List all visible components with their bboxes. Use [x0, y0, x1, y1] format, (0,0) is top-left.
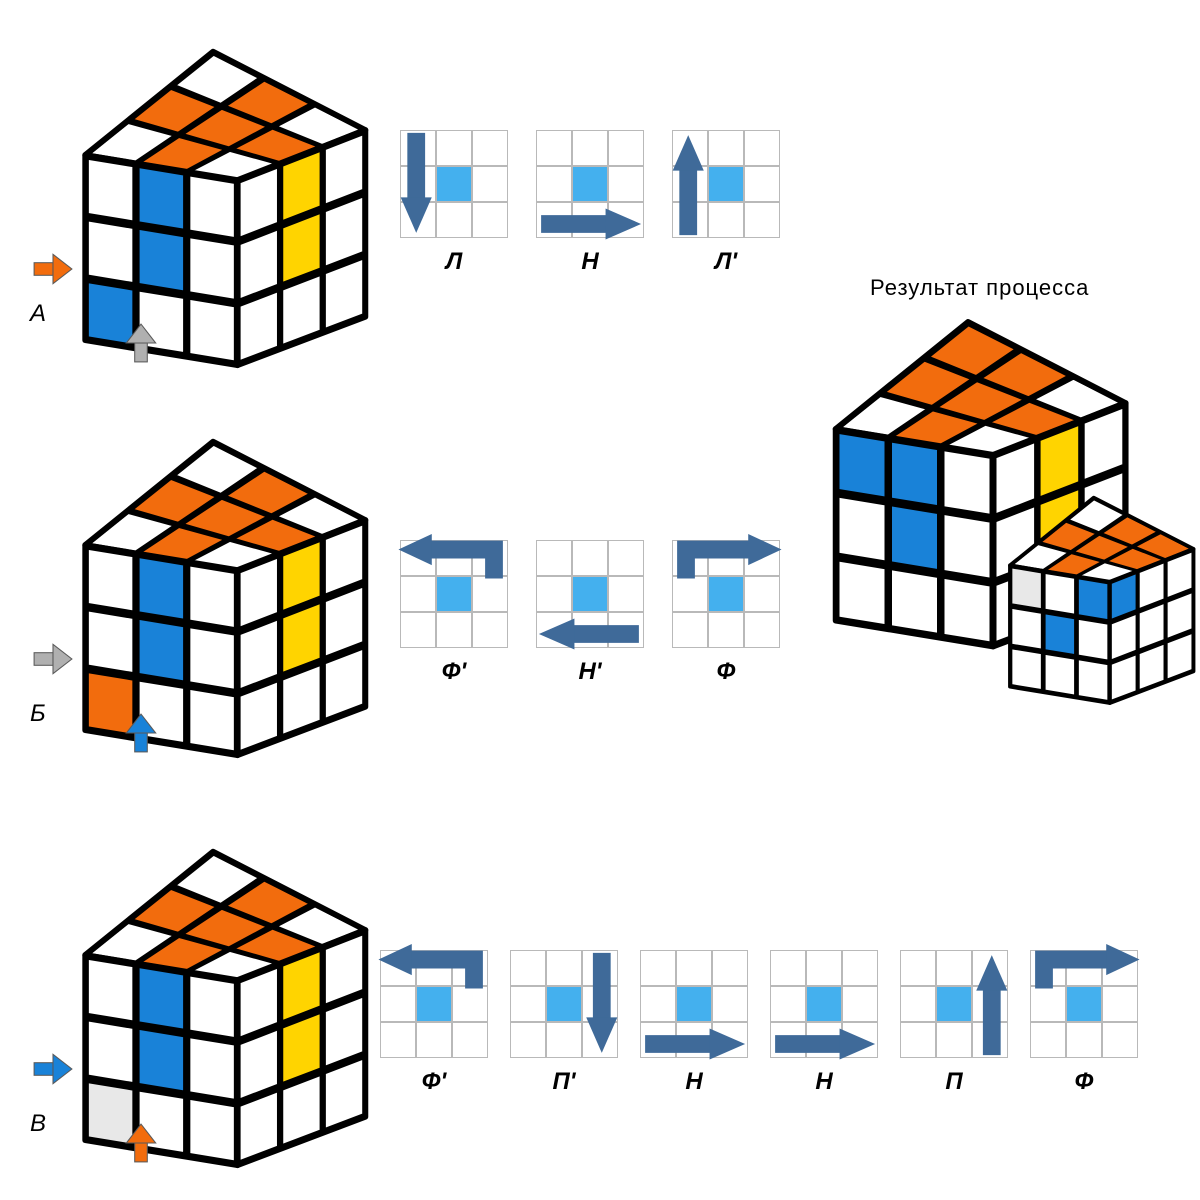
- moves-row-b: Ф' Н' Ф: [400, 540, 780, 686]
- move-Ф: Ф: [1030, 950, 1138, 1096]
- result-cube-small: [1000, 490, 1200, 714]
- move-label: Л': [715, 248, 737, 276]
- row-label-b: Б: [30, 700, 46, 728]
- side-arrow-b: [32, 638, 74, 685]
- bottom-arrow-b: [120, 712, 162, 759]
- move-label: Н: [581, 248, 598, 276]
- move-Н: Н: [770, 950, 878, 1096]
- cube-b: [70, 430, 375, 769]
- move-label: П': [553, 1068, 576, 1096]
- side-arrow-a: [32, 248, 74, 295]
- move-Л': Л': [672, 130, 780, 276]
- move-label: Л: [446, 248, 463, 276]
- side-arrow-c: [32, 1048, 74, 1095]
- move-label: Ф': [442, 658, 466, 686]
- move-label: Ф: [1075, 1068, 1094, 1096]
- move-label: Ф: [717, 658, 736, 686]
- move-label: Н: [815, 1068, 832, 1096]
- move-Н: Н: [640, 950, 748, 1096]
- bottom-arrow-c: [120, 1122, 162, 1169]
- cube-a: [70, 40, 375, 379]
- move-Н': Н': [536, 540, 644, 686]
- move-Ф: Ф: [672, 540, 780, 686]
- move-label: Н: [685, 1068, 702, 1096]
- row-label-a: А: [30, 300, 46, 328]
- move-Н: Н: [536, 130, 644, 276]
- move-Ф': Ф': [400, 540, 508, 686]
- cube-c: [70, 840, 375, 1179]
- moves-row-c: Ф' П' Н Н П Ф: [380, 950, 1138, 1096]
- moves-row-a: Л Н Л': [400, 130, 780, 276]
- bottom-arrow-a: [120, 322, 162, 369]
- move-Л: Л: [400, 130, 508, 276]
- move-label: Н': [578, 658, 601, 686]
- move-П': П': [510, 950, 618, 1096]
- row-label-c: В: [30, 1110, 46, 1138]
- move-label: П: [945, 1068, 962, 1096]
- move-П: П: [900, 950, 1008, 1096]
- result-title: Результат процесса: [870, 275, 1089, 301]
- move-Ф': Ф': [380, 950, 488, 1096]
- move-label: Ф': [422, 1068, 446, 1096]
